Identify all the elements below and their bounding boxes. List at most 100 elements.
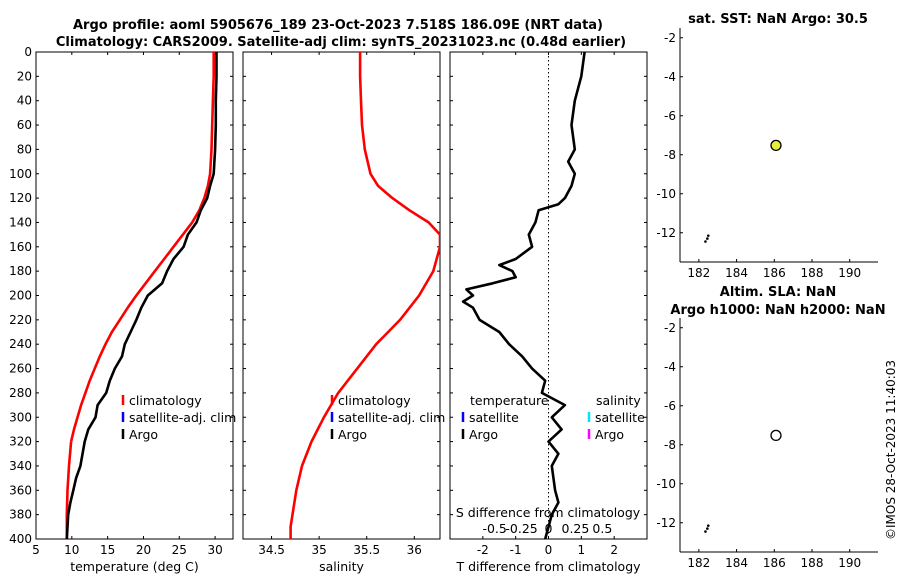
difference-xlabel: T difference from climatology bbox=[455, 559, 641, 574]
temperature-xlabel: temperature (deg C) bbox=[70, 559, 199, 574]
sst_map-ytick-label: -10 bbox=[656, 187, 676, 201]
salinity-series-climatology bbox=[289, 52, 440, 539]
depth-tick-label: 360 bbox=[9, 483, 32, 497]
depth-tick-label: 320 bbox=[9, 435, 32, 449]
diff-legend-t-label: Argo bbox=[469, 427, 498, 442]
depth-tick-label: 160 bbox=[9, 240, 32, 254]
depth-tick-label: 400 bbox=[9, 532, 32, 546]
salinity-xtick-label: 35.5 bbox=[353, 543, 380, 557]
sst_map-xtick-label: 188 bbox=[801, 266, 824, 280]
diff-legend-salinity-title: salinity bbox=[596, 393, 641, 408]
temperature-series-argo bbox=[65, 52, 218, 539]
sla_map-ytick-label: -10 bbox=[656, 477, 676, 491]
sst_map-ytick-label: -12 bbox=[656, 226, 676, 240]
depth-tick-label: 0 bbox=[24, 45, 32, 59]
depth-tick-label: 120 bbox=[9, 191, 32, 205]
diff-top-tick-label: 0 bbox=[545, 521, 553, 536]
sla_map-xtick-label: 190 bbox=[838, 556, 861, 570]
sla_map-xtick-label: 184 bbox=[725, 556, 748, 570]
salinity-xtick-label: 34.5 bbox=[258, 543, 285, 557]
figure-title-line1: Argo profile: aoml 5905676_189 23-Oct-20… bbox=[73, 18, 603, 33]
difference-series-argo-t-diff bbox=[461, 52, 586, 539]
depth-tick-label: 260 bbox=[9, 362, 32, 376]
temperature-xtick-label: 20 bbox=[136, 543, 151, 557]
sst_map-profile-marker bbox=[770, 139, 782, 152]
sst_map-xtick-label: 184 bbox=[725, 266, 748, 280]
depth-tick-label: 240 bbox=[9, 337, 32, 351]
depth-tick-label: 280 bbox=[9, 386, 32, 400]
temperature-xtick-label: 5 bbox=[32, 543, 40, 557]
diff-top-tick-label: 0.5 bbox=[592, 521, 612, 536]
difference-xtick-label: 2 bbox=[610, 543, 618, 557]
salinity-xlabel: salinity bbox=[319, 559, 364, 574]
diff-top-tick-label: 0.25 bbox=[562, 521, 590, 536]
depth-tick-label: 20 bbox=[17, 69, 32, 83]
salinity-legend-label: satellite-adj. clim bbox=[338, 410, 445, 425]
salinity-frame bbox=[242, 51, 441, 540]
depth-tick-label: 340 bbox=[9, 459, 32, 473]
temperature-frame bbox=[35, 51, 234, 540]
sla_map-profile-marker bbox=[770, 429, 782, 442]
temperature-xtick-label: 10 bbox=[64, 543, 79, 557]
sla_map-xtick-label: 186 bbox=[763, 556, 786, 570]
sla_map-track-point bbox=[704, 530, 707, 533]
diff-top-tick-label: -0.5 bbox=[482, 521, 506, 536]
temperature-legend-label: satellite-adj. clim bbox=[129, 410, 236, 425]
depth-tick-label: 220 bbox=[9, 313, 32, 327]
sla_map-ytick-label: -6 bbox=[664, 399, 676, 413]
depth-tick-label: 380 bbox=[9, 508, 32, 522]
sla-map-title-line1: Altim. SLA: NaN bbox=[720, 285, 836, 300]
sla_map-ytick-label: -12 bbox=[656, 516, 676, 530]
salinity-xtick-label: 36 bbox=[407, 543, 422, 557]
depth-tick-label: 60 bbox=[17, 118, 32, 132]
depth-tick-label: 300 bbox=[9, 410, 32, 424]
sst_map-ytick-label: -8 bbox=[664, 148, 676, 162]
sla_map-ytick-label: -2 bbox=[664, 321, 676, 335]
difference-xtick-label: -1 bbox=[510, 543, 522, 557]
timestamp: ©IMOS 28-Oct-2023 11:40:03 bbox=[884, 360, 898, 540]
sst_map-track-point bbox=[706, 234, 710, 237]
diff-legend-temperature-title: temperature bbox=[470, 393, 549, 408]
salinity-xtick-label: 35 bbox=[311, 543, 326, 557]
temperature-xtick-label: 15 bbox=[100, 543, 115, 557]
salinity-legend-label: Argo bbox=[338, 427, 367, 442]
sst_map-ytick-label: -6 bbox=[664, 109, 676, 123]
depth-tick-label: 200 bbox=[9, 289, 32, 303]
difference-xtick-label: 0 bbox=[545, 543, 553, 557]
diff-top-tick-label: -0.25 bbox=[505, 521, 537, 536]
sla_map-ytick-label: -8 bbox=[664, 438, 676, 452]
sst_map-ytick-label: -2 bbox=[664, 31, 676, 45]
difference-xtick-label: -2 bbox=[477, 543, 489, 557]
temperature-series-climatology bbox=[69, 52, 215, 442]
sla_map-xtick-label: 188 bbox=[801, 556, 824, 570]
depth-tick-label: 40 bbox=[17, 94, 32, 108]
depth-tick-label: 180 bbox=[9, 264, 32, 278]
sst_map-xtick-label: 186 bbox=[763, 266, 786, 280]
temperature-xtick-label: 30 bbox=[207, 543, 222, 557]
sla_map-track-point bbox=[706, 527, 709, 530]
difference-xtick-label: 1 bbox=[578, 543, 586, 557]
diff-legend-s-label: satellite bbox=[595, 410, 645, 425]
salinity-legend-label: climatology bbox=[338, 393, 411, 408]
sla_map-track-point bbox=[706, 524, 710, 527]
depth-tick-label: 140 bbox=[9, 215, 32, 229]
temperature-legend-label: climatology bbox=[129, 393, 202, 408]
sla_map-ytick-label: -4 bbox=[664, 360, 676, 374]
diff-legend-t-label: satellite bbox=[469, 410, 519, 425]
sla_map-xtick-label: 182 bbox=[687, 556, 710, 570]
sla-map-title-line2: Argo h1000: NaN h2000: NaN bbox=[670, 303, 885, 318]
depth-tick-label: 100 bbox=[9, 167, 32, 181]
sst-map-title: sat. SST: NaN Argo: 30.5 bbox=[688, 12, 868, 27]
sst_map-track-point bbox=[706, 237, 709, 240]
sst_map-xtick-label: 190 bbox=[838, 266, 861, 280]
sst_map-track-point bbox=[704, 240, 707, 243]
diff-top-axis-label: S difference from climatology bbox=[456, 505, 641, 520]
temperature-legend-label: Argo bbox=[129, 427, 158, 442]
temperature-xtick-label: 25 bbox=[172, 543, 187, 557]
diff-legend-s-label: Argo bbox=[595, 427, 624, 442]
sst_map-ytick-label: -4 bbox=[664, 70, 676, 84]
depth-tick-label: 80 bbox=[17, 142, 32, 156]
sst_map-xtick-label: 182 bbox=[687, 266, 710, 280]
figure-title-line2: Climatology: CARS2009. Satellite-adj cli… bbox=[56, 35, 626, 50]
